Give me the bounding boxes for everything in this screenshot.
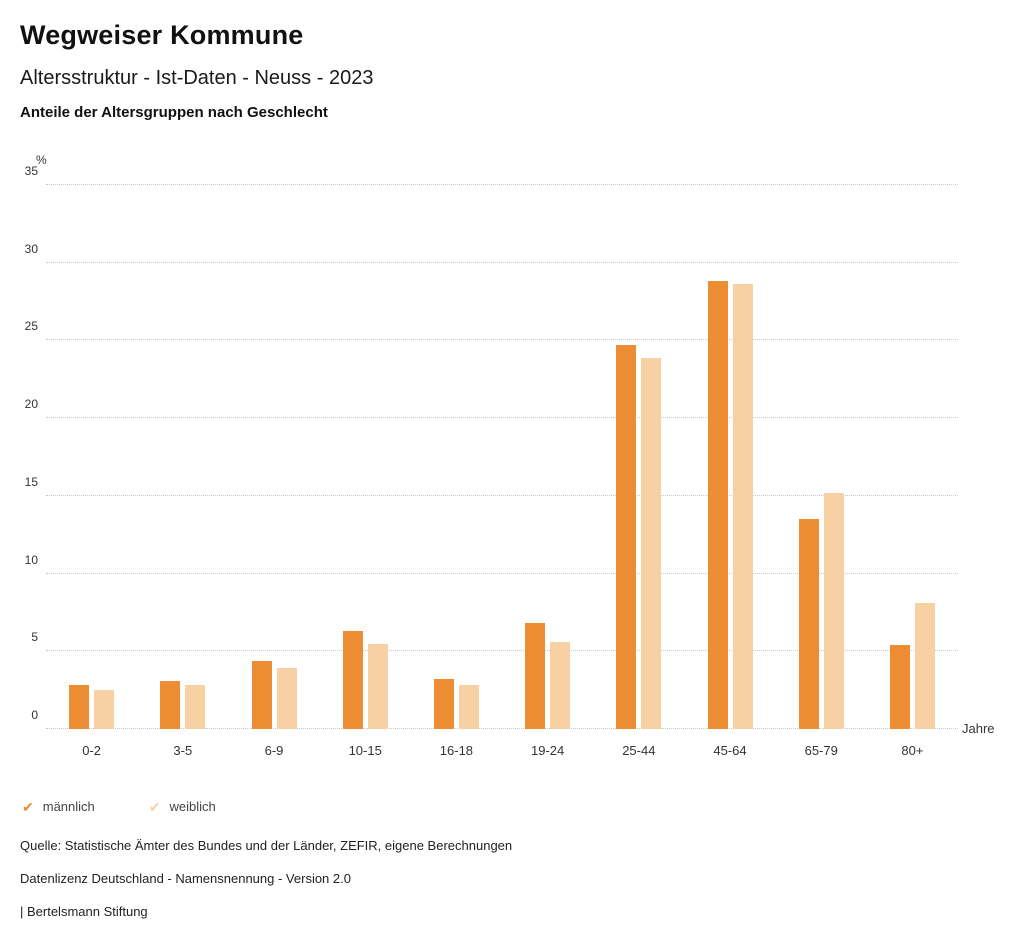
source-note: Quelle: Statistische Ämter des Bundes un… xyxy=(20,838,513,853)
bar-group-10-15 xyxy=(320,185,411,729)
y-tick-label-15: 15 xyxy=(24,474,38,489)
legend-item-männlich[interactable]: ✔ männlich xyxy=(22,799,95,814)
chart-legend: ✔ männlich ✔ weiblich xyxy=(0,799,1024,814)
bar-group-45-64 xyxy=(684,185,775,729)
bar-weiblich-45-64[interactable] xyxy=(732,284,753,729)
bar-group-80+ xyxy=(867,185,958,729)
bar-group-19-24 xyxy=(502,185,593,729)
bar-weiblich-19-24[interactable] xyxy=(550,641,571,729)
legend-label: weiblich xyxy=(169,799,216,814)
gridline-25 xyxy=(46,339,958,341)
gridline-30 xyxy=(46,261,958,263)
gridline-15 xyxy=(46,494,958,496)
x-tick-label-6-9: 6-9 xyxy=(264,743,284,758)
bar-männlich-45-64[interactable] xyxy=(707,281,728,729)
bar-group-16-18 xyxy=(411,185,502,729)
gridline-5 xyxy=(46,650,958,652)
gridline-20 xyxy=(46,417,958,419)
bar-weiblich-10-15[interactable] xyxy=(367,643,388,729)
bar-männlich-6-9[interactable] xyxy=(251,660,272,729)
bar-weiblich-6-9[interactable] xyxy=(276,668,297,729)
bar-groups xyxy=(46,185,958,729)
x-tick-label-3-5: 3-5 xyxy=(173,743,193,758)
chart-section-title: Anteile der Altersgruppen nach Geschlech… xyxy=(20,104,328,121)
attribution-note: | Bertelsmann Stiftung xyxy=(20,904,148,919)
bar-männlich-65-79[interactable] xyxy=(798,519,819,729)
y-tick-label-30: 30 xyxy=(24,241,38,256)
bar-weiblich-3-5[interactable] xyxy=(185,685,206,729)
y-tick-label-10: 10 xyxy=(24,552,38,567)
bar-weiblich-80+[interactable] xyxy=(914,603,935,729)
bar-weiblich-16-18[interactable] xyxy=(458,685,479,729)
license-note: Datenlizenz Deutschland - Namensnennung … xyxy=(20,871,351,886)
checkmark-icon: ✔ xyxy=(148,798,161,815)
y-tick-label-0: 0 xyxy=(31,708,38,722)
legend-label: männlich xyxy=(42,799,95,814)
x-tick-label-10-15: 10-15 xyxy=(348,743,382,758)
chart-header: Wegweiser Kommune Altersstruktur - Ist-D… xyxy=(0,0,1024,121)
page-title: Wegweiser Kommune xyxy=(20,20,304,50)
legend-item-weiblich[interactable]: ✔ weiblich xyxy=(149,799,216,814)
gridline-35 xyxy=(46,184,958,185)
bar-männlich-19-24[interactable] xyxy=(525,623,546,729)
bar-group-65-79 xyxy=(776,185,867,729)
bar-männlich-10-15[interactable] xyxy=(342,631,363,729)
y-tick-label-5: 5 xyxy=(31,630,38,645)
x-tick-label-16-18: 16-18 xyxy=(439,743,474,758)
y-tick-label-35: 35 xyxy=(24,164,38,178)
chart-subtitle: Altersstruktur - Ist-Daten - Neuss - 202… xyxy=(20,67,374,89)
x-tick-label-45-64: 45-64 xyxy=(713,743,747,758)
bar-weiblich-65-79[interactable] xyxy=(823,492,844,729)
y-tick-label-25: 25 xyxy=(24,319,38,334)
bar-group-3-5 xyxy=(137,185,228,729)
bar-männlich-25-44[interactable] xyxy=(616,345,637,729)
bar-männlich-0-2[interactable] xyxy=(69,685,90,729)
bar-weiblich-0-2[interactable] xyxy=(94,690,115,729)
x-tick-label-25-44: 25-44 xyxy=(622,743,656,758)
bar-männlich-16-18[interactable] xyxy=(433,679,454,729)
x-tick-label-19-24: 19-24 xyxy=(530,743,565,758)
bar-männlich-80+[interactable] xyxy=(889,645,910,729)
bar-group-25-44 xyxy=(593,185,684,729)
x-axis-unit-label: Jahre xyxy=(962,721,995,736)
gridline-10 xyxy=(46,572,958,574)
bar-männlich-3-5[interactable] xyxy=(160,680,181,729)
x-tick-label-80+: 80+ xyxy=(901,743,924,758)
x-tick-label-65-79: 65-79 xyxy=(804,743,838,758)
chart-footer: Quelle: Statistische Ämter des Bundes un… xyxy=(0,814,1024,919)
x-tick-label-0-2: 0-2 xyxy=(82,743,101,758)
bar-group-0-2 xyxy=(46,185,137,729)
plot-area: 0 5 10 15 20 25 30 35 xyxy=(25,164,958,729)
gridline-0 xyxy=(46,728,958,729)
checkmark-icon: ✔ xyxy=(22,798,34,815)
y-axis-unit-label: % xyxy=(36,153,47,167)
bar-group-6-9 xyxy=(228,185,319,729)
bar-weiblich-25-44[interactable] xyxy=(641,357,662,729)
x-axis-labels: 0-2 3-5 6-9 10-15 16-18 19-24 25-44 45-64 65-79 8… xyxy=(46,743,958,758)
y-tick-label-20: 20 xyxy=(24,397,38,412)
grouped-bar-chart: % 0 5 10 15 20 25 30 35 0-2 3-5 6-9 10-15 16-18 19-2… xyxy=(0,145,1024,785)
